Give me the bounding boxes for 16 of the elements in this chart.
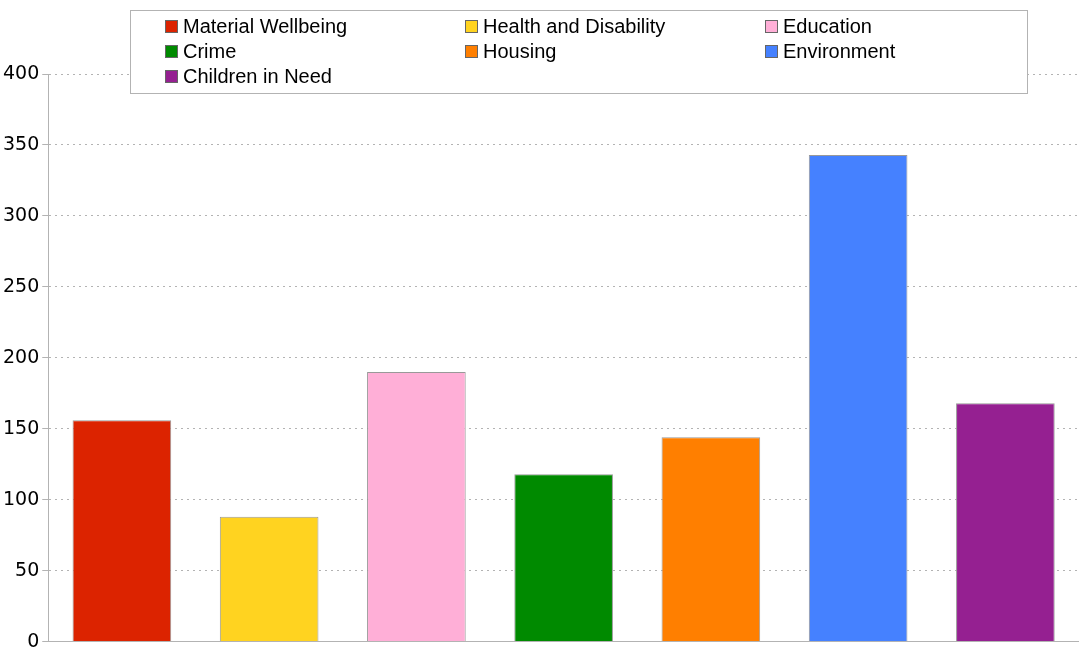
legend-label: Material Wellbeing (183, 14, 348, 39)
y-tick-label: 250 (3, 273, 40, 296)
legend-label: Children in Need (183, 64, 332, 89)
legend-label: Health and Disability (483, 14, 666, 39)
legend-label: Environment (783, 39, 896, 64)
y-tick-label: 0 (27, 628, 40, 651)
y-tick-label: 300 (3, 202, 40, 225)
legend-label: Crime (183, 39, 237, 64)
y-tick-label: 350 (3, 131, 40, 154)
y-tick-label: 150 (3, 415, 40, 438)
legend-label: Housing (483, 39, 557, 64)
legend-label: Education (783, 14, 872, 39)
y-tick-label: 400 (3, 60, 40, 83)
y-tick-label: 200 (3, 344, 40, 367)
y-tick-label: 100 (3, 486, 40, 509)
y-tick-label: 50 (15, 557, 40, 580)
